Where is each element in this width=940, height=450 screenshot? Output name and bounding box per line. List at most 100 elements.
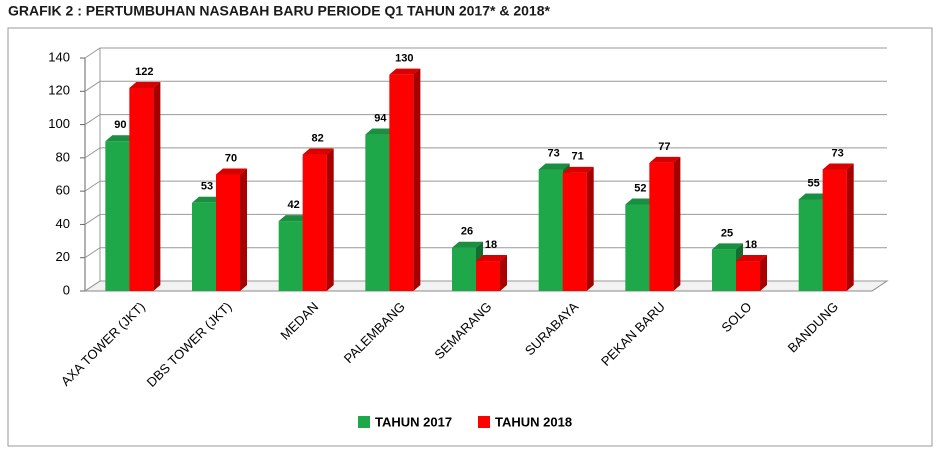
bar-top-shade: [538, 163, 570, 170]
x-tick-label: AXA TOWER (JKT): [58, 299, 148, 389]
y-tick-label: 40: [56, 216, 70, 231]
bar: [129, 87, 154, 291]
bar-side-shade: [326, 148, 334, 291]
bar-top: [105, 135, 137, 142]
bar-side-shade: [760, 255, 767, 291]
value-label: 53: [201, 181, 213, 193]
x-tick-label: PEKAN BARU: [598, 299, 668, 369]
value-label: 18: [485, 239, 497, 251]
legend-label: TAHUN 2018: [495, 414, 572, 429]
value-label: 122: [135, 66, 153, 78]
bar-top: [389, 68, 421, 75]
y-tick-label: 80: [56, 149, 70, 164]
bar-top: [452, 241, 483, 248]
chart-title: GRAFIK 2 : PERTUMBUHAN NASABAH BARU PERI…: [8, 3, 550, 19]
bar-top-shade: [192, 196, 223, 203]
bar-top-shade: [625, 198, 657, 205]
grid-line: [84, 147, 887, 159]
value-label: 42: [288, 199, 300, 211]
bar-side-shade: [500, 255, 507, 291]
bar-top: [822, 163, 854, 170]
x-tick-label: PALEMBANG: [341, 299, 408, 366]
value-label: 82: [312, 132, 324, 144]
bar-side: [326, 148, 334, 291]
bar-top-shade: [302, 148, 334, 155]
value-label: 18: [745, 239, 757, 251]
bar-top: [562, 166, 594, 173]
bar-top: [649, 156, 681, 163]
value-label: 90: [114, 119, 126, 131]
bar-side-shade: [673, 156, 681, 291]
bar-side: [153, 81, 161, 291]
grid-line: [84, 280, 887, 292]
value-label: 52: [634, 182, 646, 194]
bar-side: [240, 168, 247, 291]
bar: [476, 261, 500, 291]
value-label: 130: [395, 53, 413, 65]
bar-top: [129, 81, 161, 88]
bar-top-shade: [649, 156, 681, 163]
bar-top-shade: [798, 193, 830, 200]
bar-top-shade: [476, 255, 507, 262]
grid-line: [84, 180, 887, 192]
x-tick-label: SOLO: [718, 299, 754, 335]
value-label: 71: [572, 151, 584, 163]
grid-line: [84, 80, 887, 92]
bar: [712, 249, 736, 291]
bar: [278, 221, 303, 291]
grid-line: [84, 247, 887, 259]
y-tick-label: 0: [63, 282, 70, 297]
bar: [798, 199, 823, 291]
bar: [562, 172, 587, 291]
y-tick-label: 60: [56, 183, 70, 198]
bar-side: [846, 163, 854, 291]
bar-top: [365, 128, 397, 135]
bar-top: [302, 148, 334, 155]
bar-side-shade: [240, 168, 247, 291]
bar: [192, 202, 216, 291]
y-tick-label: 140: [48, 49, 70, 64]
value-label: 26: [461, 226, 473, 238]
x-tick-label: BANDUNG: [785, 299, 842, 356]
bar-side: [586, 166, 594, 291]
bar-side: [673, 156, 681, 291]
x-tick-label: SURABAYA: [522, 299, 582, 359]
x-tick-label: DBS TOWER (JKT): [144, 299, 235, 390]
x-tick-label: MEDAN: [277, 299, 321, 343]
bar: [389, 74, 414, 292]
value-label: 25: [721, 227, 733, 239]
bar-top: [712, 243, 743, 250]
bar-side-shade: [586, 166, 594, 291]
bar-side: [760, 255, 767, 291]
bar-top-shade: [562, 166, 594, 173]
legend-label: TAHUN 2017: [375, 414, 452, 429]
bar-top-shade: [129, 81, 161, 88]
y-tick-label: 20: [56, 249, 70, 264]
bar: [625, 204, 650, 291]
bar: [365, 134, 390, 291]
bar: [822, 169, 847, 291]
bar-top: [216, 168, 247, 175]
bar-top-shade: [216, 168, 247, 175]
legend-swatch: [358, 416, 370, 428]
value-label: 73: [548, 147, 560, 159]
bar-top-shade: [105, 135, 137, 142]
bar-side: [413, 68, 421, 292]
y-tick-label: 120: [48, 83, 70, 98]
value-label: 73: [832, 147, 844, 159]
bar: [302, 154, 327, 291]
bar-top-shade: [365, 128, 397, 135]
grid-line: [84, 114, 887, 125]
value-label: 77: [658, 141, 670, 153]
bar: [105, 141, 130, 291]
bar-side-shade: [413, 68, 421, 292]
bar-top: [476, 255, 507, 262]
value-label: 70: [225, 152, 237, 164]
bar-top: [538, 163, 570, 170]
bar: [736, 261, 760, 291]
legend-swatch: [478, 416, 490, 428]
bar: [538, 169, 563, 291]
bar-top-shade: [822, 163, 854, 170]
bar-top-shade: [712, 243, 743, 250]
